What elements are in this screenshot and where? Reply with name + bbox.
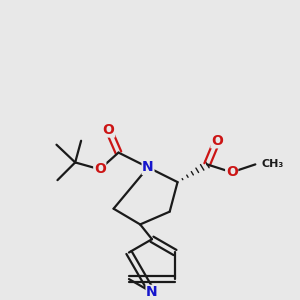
Text: O: O xyxy=(211,134,223,148)
Text: CH₃: CH₃ xyxy=(261,159,284,170)
Text: O: O xyxy=(103,123,115,137)
Text: O: O xyxy=(94,162,106,176)
Text: N: N xyxy=(146,285,158,299)
Text: O: O xyxy=(226,165,238,179)
Text: N: N xyxy=(142,160,154,174)
